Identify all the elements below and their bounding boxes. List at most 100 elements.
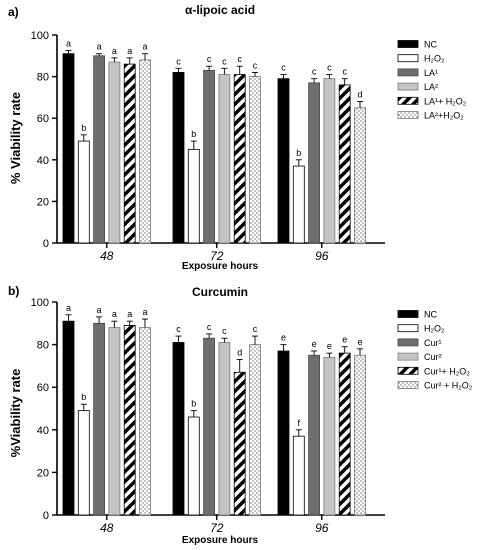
significance-label: d (357, 90, 362, 100)
significance-label: c (253, 324, 258, 334)
legend-label: LA¹ (424, 68, 438, 78)
bar (323, 356, 336, 516)
significance-label: b (296, 148, 301, 158)
bar (172, 342, 185, 516)
bar (187, 416, 200, 516)
y-tick-label: 60 (37, 382, 49, 394)
significance-label: c (176, 324, 181, 334)
legend-swatch (397, 96, 419, 105)
y-tick-label: 20 (37, 196, 49, 208)
significance-label: a (127, 309, 132, 319)
bars: a c e b b f a c e a c e a d e a c e (62, 303, 366, 516)
bar (338, 352, 351, 516)
x-tick-label: 96 (315, 249, 329, 263)
significance-label: c (222, 56, 227, 66)
significance-label: e (312, 339, 317, 349)
y-axis-label: %Viability rate (8, 369, 23, 458)
x-tick-label: 72 (210, 521, 224, 535)
significance-label: b (81, 392, 86, 402)
y-tick-label: 40 (37, 155, 49, 167)
legend-swatch (397, 54, 419, 63)
y-tick-label: 0 (43, 510, 49, 522)
significance-label: f (298, 418, 301, 428)
bar (233, 74, 246, 244)
significance-label: c (327, 63, 332, 73)
bar (292, 435, 305, 516)
bar (77, 140, 90, 244)
legend-label: NC (424, 40, 437, 50)
y-tick-label: 100 (31, 297, 49, 309)
significance-label: a (66, 39, 71, 49)
significance-label: c (207, 322, 212, 332)
bar (249, 76, 261, 244)
bar (93, 322, 105, 516)
bar (172, 72, 185, 244)
bar (62, 320, 75, 516)
legend-swatch (397, 82, 419, 91)
bar (277, 350, 290, 516)
x-tick-label: 72 (210, 249, 224, 263)
significance-label: c (253, 60, 258, 70)
significance-label: d (237, 348, 242, 358)
legend: NC H₂O₂ Cur¹ Cur² Cur¹+ H₂O₂ Cur² + H₂O₂ (397, 310, 473, 391)
panel-label: a) (8, 5, 19, 19)
legend-label: LA² (424, 82, 438, 92)
bar (249, 344, 261, 516)
y-tick-label: 60 (37, 113, 49, 125)
legend-swatch (397, 310, 419, 318)
bar (308, 82, 321, 244)
bar (338, 84, 351, 244)
bar (203, 337, 216, 516)
bar (139, 327, 151, 516)
significance-label: e (357, 337, 362, 347)
bar (93, 55, 105, 244)
legend: NC H₂O₂ LA¹ LA² LA¹+ H₂O₂ LA²+H₂O₂ (397, 40, 467, 121)
x-tick-label: 48 (100, 249, 114, 263)
bar (308, 354, 321, 516)
legend-label: Cur² (424, 352, 442, 362)
legend-swatch (397, 381, 419, 389)
significance-label: a (97, 42, 102, 52)
significance-label: b (191, 399, 196, 409)
x-tick-label: 48 (100, 521, 114, 535)
x-axis-label: Exposure hours (182, 535, 259, 546)
bar (354, 107, 366, 244)
legend-label: Cur¹+ H₂O₂ (424, 366, 470, 376)
significance-label: b (191, 129, 196, 139)
legend-swatch (397, 68, 419, 77)
y-tick-label: 0 (43, 238, 49, 250)
legend-swatch (397, 324, 419, 333)
significance-label: e (327, 341, 332, 351)
y-tick-label: 80 (37, 340, 49, 352)
bar (218, 74, 231, 244)
legend-swatch (397, 352, 419, 361)
y-tick-label: 100 (31, 30, 49, 42)
legend-label: LA²+H₂O₂ (424, 111, 464, 121)
bar (233, 371, 246, 516)
y-axis-label: % Viability rate (8, 92, 23, 184)
significance-label: a (142, 307, 147, 317)
bar (323, 78, 336, 244)
significance-label: a (112, 309, 117, 319)
legend-swatch (397, 40, 419, 48)
bar (203, 69, 216, 244)
legend-label: NC (424, 310, 437, 320)
bar (62, 53, 75, 244)
legend-label: LA¹+ H₂O₂ (424, 96, 467, 106)
legend-label: H₂O₂ (424, 324, 445, 334)
bar (108, 61, 121, 244)
significance-label: c (281, 63, 286, 73)
bar (292, 165, 305, 244)
significance-label: c (207, 54, 212, 64)
x-axis-label: Exposure hours (182, 261, 259, 272)
significance-label: e (342, 335, 347, 345)
legend-swatch (397, 338, 419, 347)
significance-label: c (342, 67, 347, 77)
bar (139, 59, 151, 244)
bar (108, 327, 121, 516)
bar (123, 325, 136, 516)
legend-label: H₂O₂ (424, 54, 445, 64)
y-tick-label: 80 (37, 72, 49, 84)
